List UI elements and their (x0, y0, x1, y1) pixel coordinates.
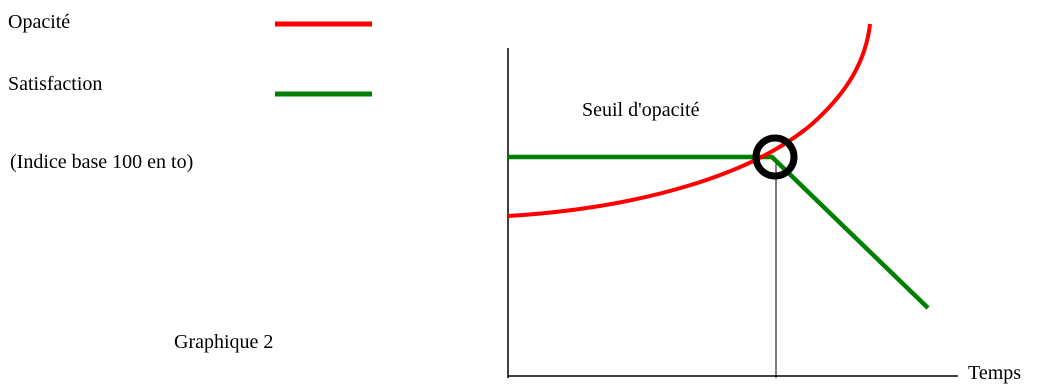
legend-satisfaction-label: Satisfaction (8, 73, 103, 95)
index-base-note: (Indice base 100 en to) (10, 151, 194, 173)
threshold-marker (752, 134, 798, 180)
figure-caption: Graphique 2 (174, 331, 274, 353)
opacite-curve (507, 23, 872, 218)
x-axis-label: Temps (968, 362, 1022, 384)
legend-opacite-label: Opacité (8, 11, 71, 33)
satisfaction-curve (508, 154, 930, 310)
threshold-label: Seuil d'opacité (582, 99, 700, 121)
